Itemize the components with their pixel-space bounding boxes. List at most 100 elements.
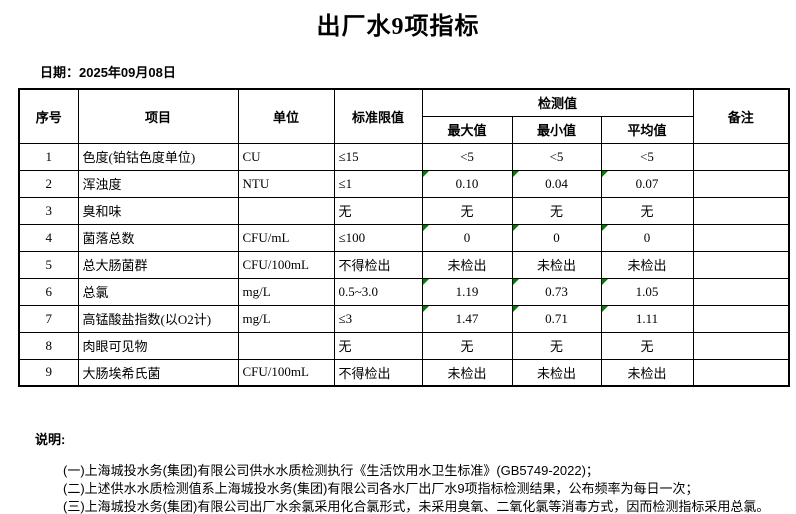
cell-unit: mg/L	[237, 277, 335, 306]
cell-min: 无	[511, 331, 602, 360]
cell-item: 总氯	[77, 277, 239, 306]
cell-avg: 无	[600, 331, 694, 360]
cell-min: 0.04	[511, 169, 602, 198]
note-item: (三)上海城投水务(集团)有限公司出厂水余氯采用化合氯形式，未采用臭氧、二氧化氯…	[63, 499, 770, 514]
table-row: 7 高锰酸盐指数(以O2计) mg/L ≤3 1.47 0.71 1.11	[18, 304, 790, 333]
cell-no: 5	[18, 250, 79, 279]
cell-remark	[692, 358, 790, 387]
cell-avg: 1.11	[600, 304, 694, 333]
cell-item: 色度(铂钴色度单位)	[77, 142, 239, 171]
col-header-unit: 单位	[237, 88, 335, 144]
header-row-sub: 最大值 最小值 平均值	[19, 115, 789, 144]
table-row: 6 总氯 mg/L 0.5~3.0 1.19 0.73 1.05	[18, 277, 790, 306]
cell-no: 1	[18, 142, 79, 171]
cell-unit: CFU/mL	[237, 223, 335, 252]
date-value: 2025年09月08日	[79, 65, 176, 80]
cell-no: 3	[18, 196, 79, 225]
cell-remark	[692, 223, 790, 252]
cell-min: 未检出	[511, 250, 602, 279]
cell-min: 未检出	[511, 358, 602, 387]
cell-remark	[692, 169, 790, 198]
table-row: 2 浑浊度 NTU ≤1 0.10 0.04 0.07	[18, 169, 790, 198]
cell-min: 0.73	[511, 277, 602, 306]
cell-remark	[692, 250, 790, 279]
cell-unit: CU	[237, 142, 335, 171]
cell-max: 1.19	[421, 277, 513, 306]
cell-limit: 无	[333, 331, 423, 360]
col-header-remark: 备注	[692, 88, 790, 144]
cell-min: <5	[511, 142, 602, 171]
cell-max: 未检出	[421, 358, 513, 387]
cell-max: 0.10	[421, 169, 513, 198]
cell-avg: 未检出	[600, 250, 694, 279]
cell-no: 6	[18, 277, 79, 306]
cell-item: 菌落总数	[77, 223, 239, 252]
cell-limit: ≤1	[333, 169, 423, 198]
cell-item: 总大肠菌群	[77, 250, 239, 279]
cell-unit: CFU/100mL	[237, 358, 335, 387]
cell-remark	[692, 142, 790, 171]
col-header-limit: 标准限值	[333, 88, 423, 144]
cell-max: 1.47	[421, 304, 513, 333]
table-row: 9 大肠埃希氏菌 CFU/100mL 不得检出 未检出 未检出 未检出	[18, 358, 790, 387]
note-item: (一)上海城投水务(集团)有限公司供水水质检测执行《生活饮用水卫生标准》(GB5…	[63, 463, 599, 478]
cell-no: 7	[18, 304, 79, 333]
cell-avg: 0	[600, 223, 694, 252]
cell-min: 0.71	[511, 304, 602, 333]
cell-item: 肉眼可见物	[77, 331, 239, 360]
cell-limit: 无	[333, 196, 423, 225]
table-row: 3 臭和味 无 无 无 无	[18, 196, 790, 225]
col-header-min: 最小值	[511, 115, 602, 144]
cell-unit: CFU/100mL	[237, 250, 335, 279]
table-row: 8 肉眼可见物 无 无 无 无	[18, 331, 790, 360]
cell-no: 4	[18, 223, 79, 252]
cell-avg: <5	[600, 142, 694, 171]
cell-limit: 0.5~3.0	[333, 277, 423, 306]
cell-remark	[692, 196, 790, 225]
cell-item: 高锰酸盐指数(以O2计)	[77, 304, 239, 333]
cell-limit: ≤15	[333, 142, 423, 171]
notes-section: 说明: (一)上海城投水务(集团)有限公司供水水质检测执行《生活饮用水卫生标准》…	[35, 429, 796, 514]
cell-avg: 无	[600, 196, 694, 225]
cell-max: 未检出	[421, 250, 513, 279]
cell-min: 0	[511, 223, 602, 252]
cell-item: 浑浊度	[77, 169, 239, 198]
table-row: 5 总大肠菌群 CFU/100mL 不得检出 未检出 未检出 未检出	[18, 250, 790, 279]
cell-unit	[237, 331, 335, 360]
cell-unit: NTU	[237, 169, 335, 198]
table-row: 1 色度(铂钴色度单位) CU ≤15 <5 <5 <5	[18, 142, 790, 171]
indicators-table: 序号 项目 单位 标准限值 检测值 备注 最大值 最小值 平均值 1 色度(铂钴…	[18, 88, 791, 387]
cell-no: 8	[18, 331, 79, 360]
col-header-no: 序号	[18, 88, 79, 144]
cell-max: <5	[421, 142, 513, 171]
cell-avg: 1.05	[600, 277, 694, 306]
cell-limit: 不得检出	[333, 250, 423, 279]
col-header-item: 项目	[77, 88, 239, 144]
date-label: 日期：	[40, 65, 80, 80]
note-item: (二)上述供水水质检测值系上海城投水务(集团)有限公司各水厂出厂水9项指标检测结…	[63, 481, 699, 496]
cell-avg: 0.07	[600, 169, 694, 198]
cell-min: 无	[511, 196, 602, 225]
cell-limit: ≤3	[333, 304, 423, 333]
cell-remark	[692, 304, 790, 333]
cell-unit	[237, 196, 335, 225]
cell-avg: 未检出	[600, 358, 694, 387]
header-row-top: 序号 项目 单位 标准限值 检测值 备注	[18, 88, 790, 144]
table-row: 4 菌落总数 CFU/mL ≤100 0 0 0	[18, 223, 790, 252]
cell-limit: 不得检出	[333, 358, 423, 387]
cell-max: 无	[421, 196, 513, 225]
cell-max: 0	[421, 223, 513, 252]
cell-max: 无	[421, 331, 513, 360]
cell-limit: ≤100	[333, 223, 423, 252]
cell-remark	[692, 331, 790, 360]
cell-no: 2	[18, 169, 79, 198]
col-header-avg: 平均值	[600, 115, 694, 144]
col-header-detection-group: 检测值	[421, 88, 694, 117]
page-title: 出厂水9项指标	[316, 14, 480, 40]
cell-unit: mg/L	[237, 304, 335, 333]
notes-heading: 说明:	[35, 432, 66, 447]
date-line: 日期：2025年09月08日	[40, 62, 796, 81]
cell-item: 臭和味	[77, 196, 239, 225]
col-header-max: 最大值	[421, 115, 513, 144]
cell-item: 大肠埃希氏菌	[77, 358, 239, 387]
